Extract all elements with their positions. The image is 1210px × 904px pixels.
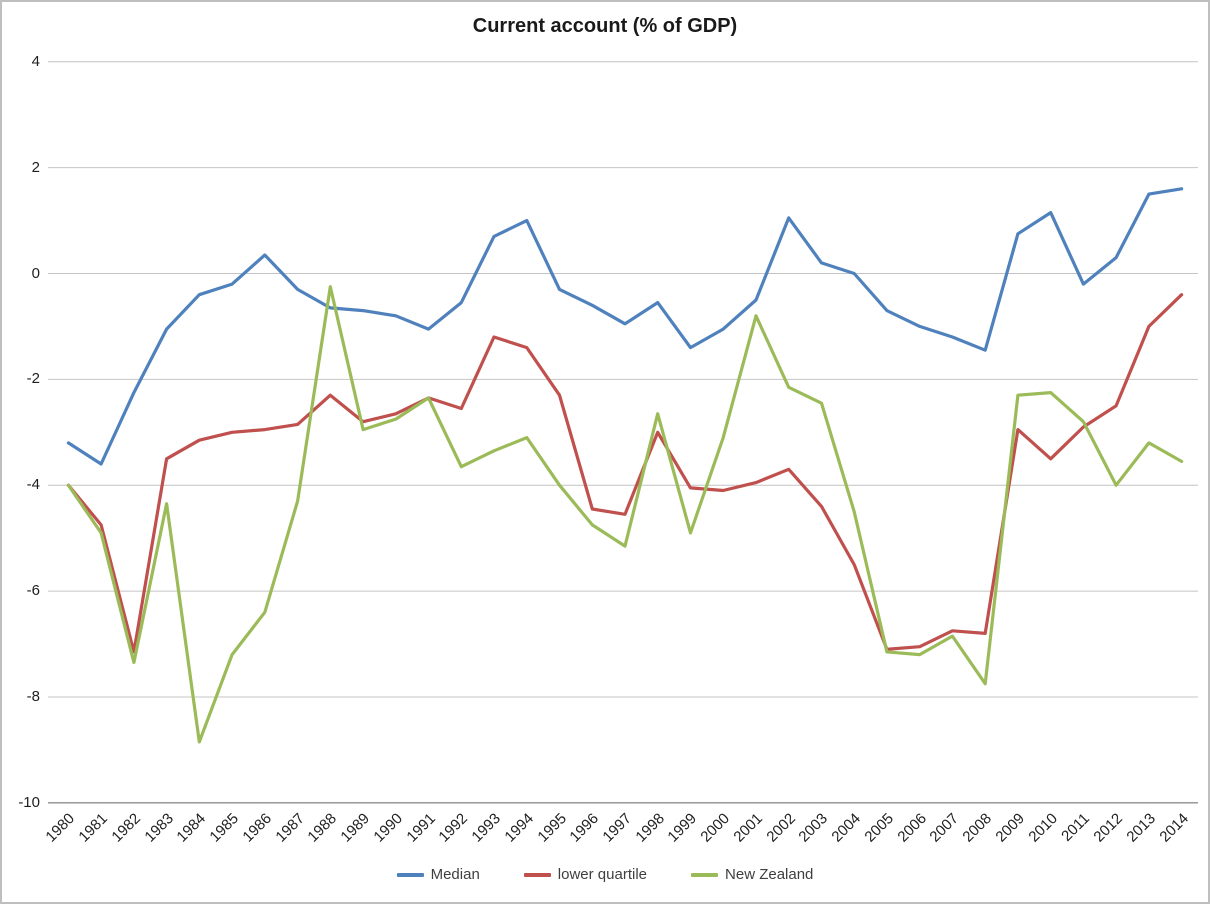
y-tick-label: -8 [26, 687, 40, 705]
series-line-lower-quartile[interactable] [66, 293, 1184, 654]
legend-item-new-zealand[interactable]: New Zealand [691, 866, 813, 883]
series-line-median[interactable] [66, 187, 1184, 466]
legend-line-swatch [523, 872, 551, 877]
legend-item-lower-quartile[interactable]: lower quartile [523, 866, 648, 883]
legend: Median lower quartile New Zealand [2, 866, 1208, 883]
series-line-new-zealand[interactable] [66, 285, 1184, 744]
legend-label: New Zealand [725, 866, 814, 883]
y-tick-label: -4 [26, 476, 40, 494]
y-tick-label: 4 [31, 52, 40, 70]
legend-label: Median [430, 866, 480, 883]
y-tick-label: -10 [18, 793, 40, 811]
y-tick-label: -6 [26, 582, 40, 600]
y-tick-label: 0 [31, 264, 40, 282]
y-tick-label: -2 [26, 370, 40, 388]
legend-line-swatch [396, 872, 424, 877]
y-tick-label: 2 [31, 158, 40, 176]
legend-label: lower quartile [557, 866, 648, 883]
chart-title: Current account (% of GDP) [472, 15, 738, 37]
legend-item-median[interactable]: Median [396, 866, 480, 883]
legend-line-swatch [691, 872, 719, 877]
